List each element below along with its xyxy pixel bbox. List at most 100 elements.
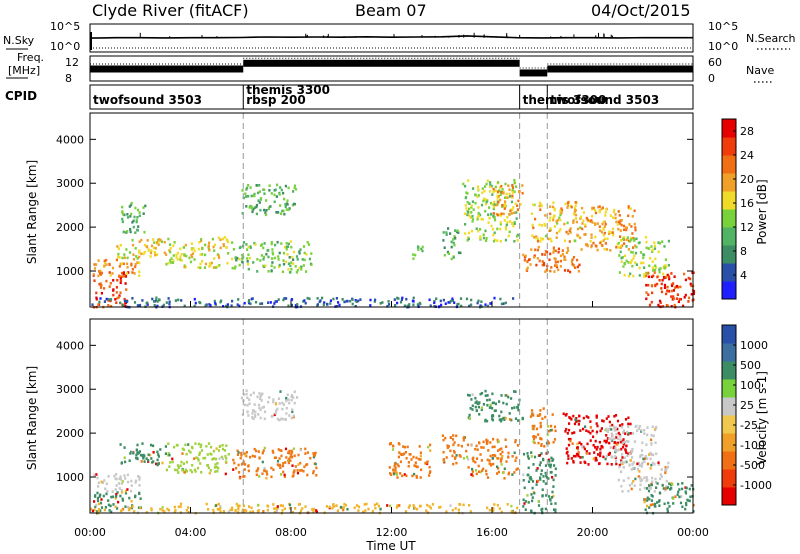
velocity-cell — [575, 420, 578, 423]
velocity-cell — [471, 474, 474, 478]
velocity-cell — [452, 434, 455, 437]
velocity-cell — [530, 509, 533, 513]
power-cell — [125, 248, 128, 251]
power-cell — [270, 241, 273, 244]
velocity-cell — [486, 398, 489, 402]
power-cell — [142, 252, 145, 256]
power-cell — [197, 247, 200, 251]
power-cell — [270, 264, 273, 268]
velocity-cell — [631, 432, 634, 435]
velocity-cell — [124, 491, 128, 495]
velocity-cell — [605, 417, 608, 420]
power-cell — [513, 240, 516, 243]
velocity-cell — [664, 488, 667, 492]
velocity-cell — [595, 414, 598, 418]
power-cell — [249, 246, 252, 249]
power-cell — [537, 245, 540, 249]
power-cbar-swatch — [722, 209, 736, 228]
velocity-cell — [282, 462, 285, 465]
power-cell — [642, 256, 645, 260]
power-cell — [145, 245, 148, 248]
velocity-cell — [388, 442, 392, 446]
velocity-cbar-tick-label: -100 — [740, 439, 765, 452]
velocity-cell — [313, 454, 316, 457]
velocity-cell — [486, 506, 489, 510]
velocity-cell — [198, 451, 201, 455]
power-cell — [237, 298, 240, 301]
power-cell — [538, 259, 541, 263]
velocity-cell — [645, 476, 648, 479]
velocity-cell — [547, 425, 550, 428]
power-cell — [623, 242, 626, 245]
velocity-cell — [684, 490, 687, 493]
velocity-cell — [121, 480, 124, 483]
velocity-cell — [493, 409, 496, 413]
velocity-cell — [677, 490, 680, 494]
power-cell — [263, 192, 266, 195]
power-cell — [618, 254, 621, 257]
power-cell — [489, 201, 493, 205]
velocity-cell — [535, 483, 538, 486]
power-cell — [484, 185, 487, 188]
power-cell — [599, 241, 602, 245]
power-cell — [156, 241, 159, 244]
velocity-cell — [449, 504, 452, 507]
power-cell — [526, 260, 529, 263]
velocity-cell — [293, 454, 296, 458]
power-cell — [492, 212, 495, 215]
power-cell — [153, 304, 156, 307]
velocity-cell — [630, 482, 634, 485]
power-cell — [274, 243, 277, 247]
velocity-cell — [531, 499, 534, 503]
power-cell — [136, 229, 139, 232]
power-cell — [122, 275, 125, 278]
power-cell — [470, 298, 473, 302]
power-cell — [433, 299, 436, 303]
power-cell — [453, 243, 456, 247]
power-cell — [671, 284, 674, 288]
power-cell — [650, 275, 654, 279]
velocity-cell — [651, 476, 654, 480]
velocity-cell — [391, 448, 395, 451]
power-cell — [492, 187, 495, 191]
velocity-cell — [174, 509, 177, 512]
velocity-cell — [152, 451, 155, 454]
velocity-cell — [548, 458, 551, 462]
power-cell — [658, 268, 661, 271]
velocity-cell — [193, 457, 196, 460]
velocity-cell — [585, 429, 588, 432]
velocity-cell — [613, 425, 616, 429]
power-cell — [169, 259, 172, 262]
velocity-cell — [627, 489, 630, 493]
velocity-cell — [236, 449, 239, 453]
velocity-cell — [621, 441, 624, 444]
power-cell — [491, 203, 494, 206]
power-cell — [540, 204, 543, 208]
power-cell — [397, 297, 400, 300]
velocity-cell — [684, 486, 687, 489]
power-cell — [504, 226, 507, 229]
power-cell — [533, 256, 536, 259]
power-cell — [446, 250, 449, 254]
power-cell — [199, 266, 202, 270]
velocity-cell — [692, 503, 695, 507]
power-cell — [302, 245, 306, 248]
power-cell — [248, 256, 252, 260]
freq-series — [90, 57, 693, 77]
velocity-cell — [615, 432, 618, 436]
power-cell — [143, 250, 146, 254]
power-cell — [396, 301, 399, 305]
velocity-cell — [442, 458, 445, 461]
power-cell — [481, 187, 484, 190]
power-cell — [574, 201, 577, 204]
power-cell — [478, 236, 482, 240]
power-cell — [530, 248, 533, 251]
power-cell — [130, 262, 133, 266]
power-cell — [548, 258, 551, 262]
velocity-cell — [168, 453, 171, 457]
velocity-cell — [128, 508, 131, 512]
power-cell — [131, 267, 134, 271]
power-cell — [457, 231, 460, 234]
power-cell — [602, 239, 605, 242]
velocity-cell — [127, 480, 130, 484]
